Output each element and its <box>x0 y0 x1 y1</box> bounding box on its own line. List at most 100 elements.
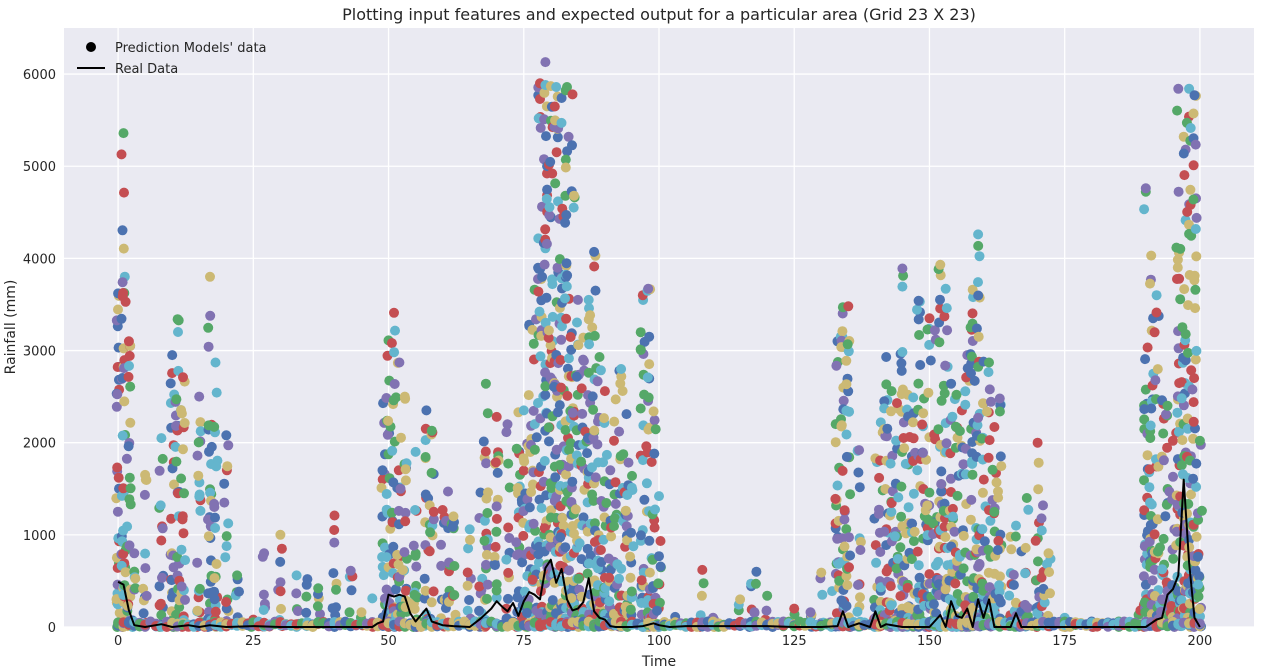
prediction-point <box>377 465 388 476</box>
prediction-point <box>383 415 394 426</box>
prediction-point <box>925 355 936 366</box>
x-tick-label: 50 <box>380 634 397 649</box>
prediction-point <box>540 390 551 400</box>
prediction-point <box>1172 262 1183 273</box>
prediction-point <box>561 281 572 292</box>
prediction-point <box>902 582 913 593</box>
x-tick-label: 25 <box>245 634 262 649</box>
prediction-point <box>410 505 421 515</box>
prediction-point <box>749 607 760 618</box>
prediction-point <box>1139 475 1149 486</box>
prediction-point <box>140 563 151 574</box>
prediction-point <box>644 535 655 546</box>
prediction-point <box>1192 551 1203 562</box>
prediction-point <box>329 525 340 535</box>
prediction-point <box>1010 531 1021 542</box>
prediction-point <box>855 592 865 603</box>
prediction-point <box>986 396 996 407</box>
prediction-point <box>544 436 554 447</box>
prediction-point <box>420 452 431 462</box>
prediction-point <box>1161 409 1171 420</box>
prediction-point <box>331 584 341 595</box>
prediction-point <box>590 285 601 296</box>
prediction-point <box>397 565 408 575</box>
prediction-point <box>112 389 123 400</box>
prediction-point <box>873 508 884 519</box>
prediction-point <box>599 386 610 397</box>
prediction-point <box>644 331 655 342</box>
prediction-point <box>625 572 636 583</box>
prediction-point <box>589 425 600 436</box>
prediction-point <box>973 412 984 423</box>
prediction-point <box>141 590 152 601</box>
prediction-point <box>1152 364 1163 375</box>
prediction-point <box>531 432 542 443</box>
prediction-point <box>973 277 983 288</box>
prediction-point <box>574 538 585 549</box>
prediction-point <box>582 543 593 554</box>
prediction-point <box>989 422 1000 432</box>
prediction-point <box>426 467 437 478</box>
prediction-point <box>124 472 135 483</box>
prediction-point <box>1175 294 1186 305</box>
prediction-point <box>547 595 558 606</box>
prediction-point <box>1145 420 1156 431</box>
prediction-point <box>1144 536 1155 547</box>
prediction-point <box>567 89 578 100</box>
prediction-point <box>958 563 969 574</box>
prediction-point <box>1045 588 1055 599</box>
prediction-point <box>1194 571 1205 581</box>
prediction-point <box>977 524 988 535</box>
prediction-point <box>855 536 866 547</box>
prediction-point <box>934 337 945 348</box>
prediction-point <box>396 432 406 443</box>
prediction-point <box>1190 139 1201 150</box>
prediction-point <box>387 445 398 456</box>
prediction-point <box>533 557 544 568</box>
prediction-point <box>1030 535 1041 546</box>
prediction-point <box>967 308 978 319</box>
prediction-point <box>178 372 188 383</box>
prediction-point <box>491 526 502 537</box>
prediction-point <box>555 532 566 543</box>
prediction-point <box>853 467 864 478</box>
prediction-point <box>1172 105 1183 116</box>
prediction-point <box>879 526 890 537</box>
prediction-point <box>1158 533 1169 544</box>
prediction-point <box>994 393 1005 404</box>
prediction-point <box>648 406 659 417</box>
prediction-point <box>854 482 865 493</box>
prediction-point <box>258 605 269 615</box>
prediction-point <box>437 505 448 515</box>
prediction-point <box>117 277 128 288</box>
prediction-point <box>898 270 909 281</box>
prediction-point <box>504 482 515 493</box>
prediction-point <box>293 606 303 617</box>
prediction-point <box>585 310 596 321</box>
prediction-point <box>502 419 513 430</box>
prediction-point <box>969 375 980 386</box>
prediction-point <box>1158 428 1169 439</box>
prediction-point <box>853 580 863 590</box>
prediction-point <box>1190 284 1201 295</box>
prediction-point <box>587 489 598 500</box>
prediction-point <box>556 93 567 103</box>
prediction-point <box>566 497 577 507</box>
prediction-point <box>625 604 636 615</box>
prediction-point <box>621 409 632 420</box>
prediction-point <box>449 561 460 571</box>
prediction-point <box>636 575 647 586</box>
prediction-point <box>595 545 606 555</box>
prediction-point <box>113 472 124 483</box>
prediction-point <box>346 585 357 596</box>
prediction-point <box>761 605 772 616</box>
prediction-point <box>1193 591 1204 602</box>
prediction-point <box>551 82 562 92</box>
prediction-point <box>644 567 655 578</box>
prediction-point <box>939 388 950 399</box>
prediction-point <box>491 513 502 524</box>
prediction-point <box>1188 416 1199 427</box>
prediction-point <box>556 334 567 345</box>
prediction-point <box>501 603 512 614</box>
prediction-point <box>837 326 848 337</box>
